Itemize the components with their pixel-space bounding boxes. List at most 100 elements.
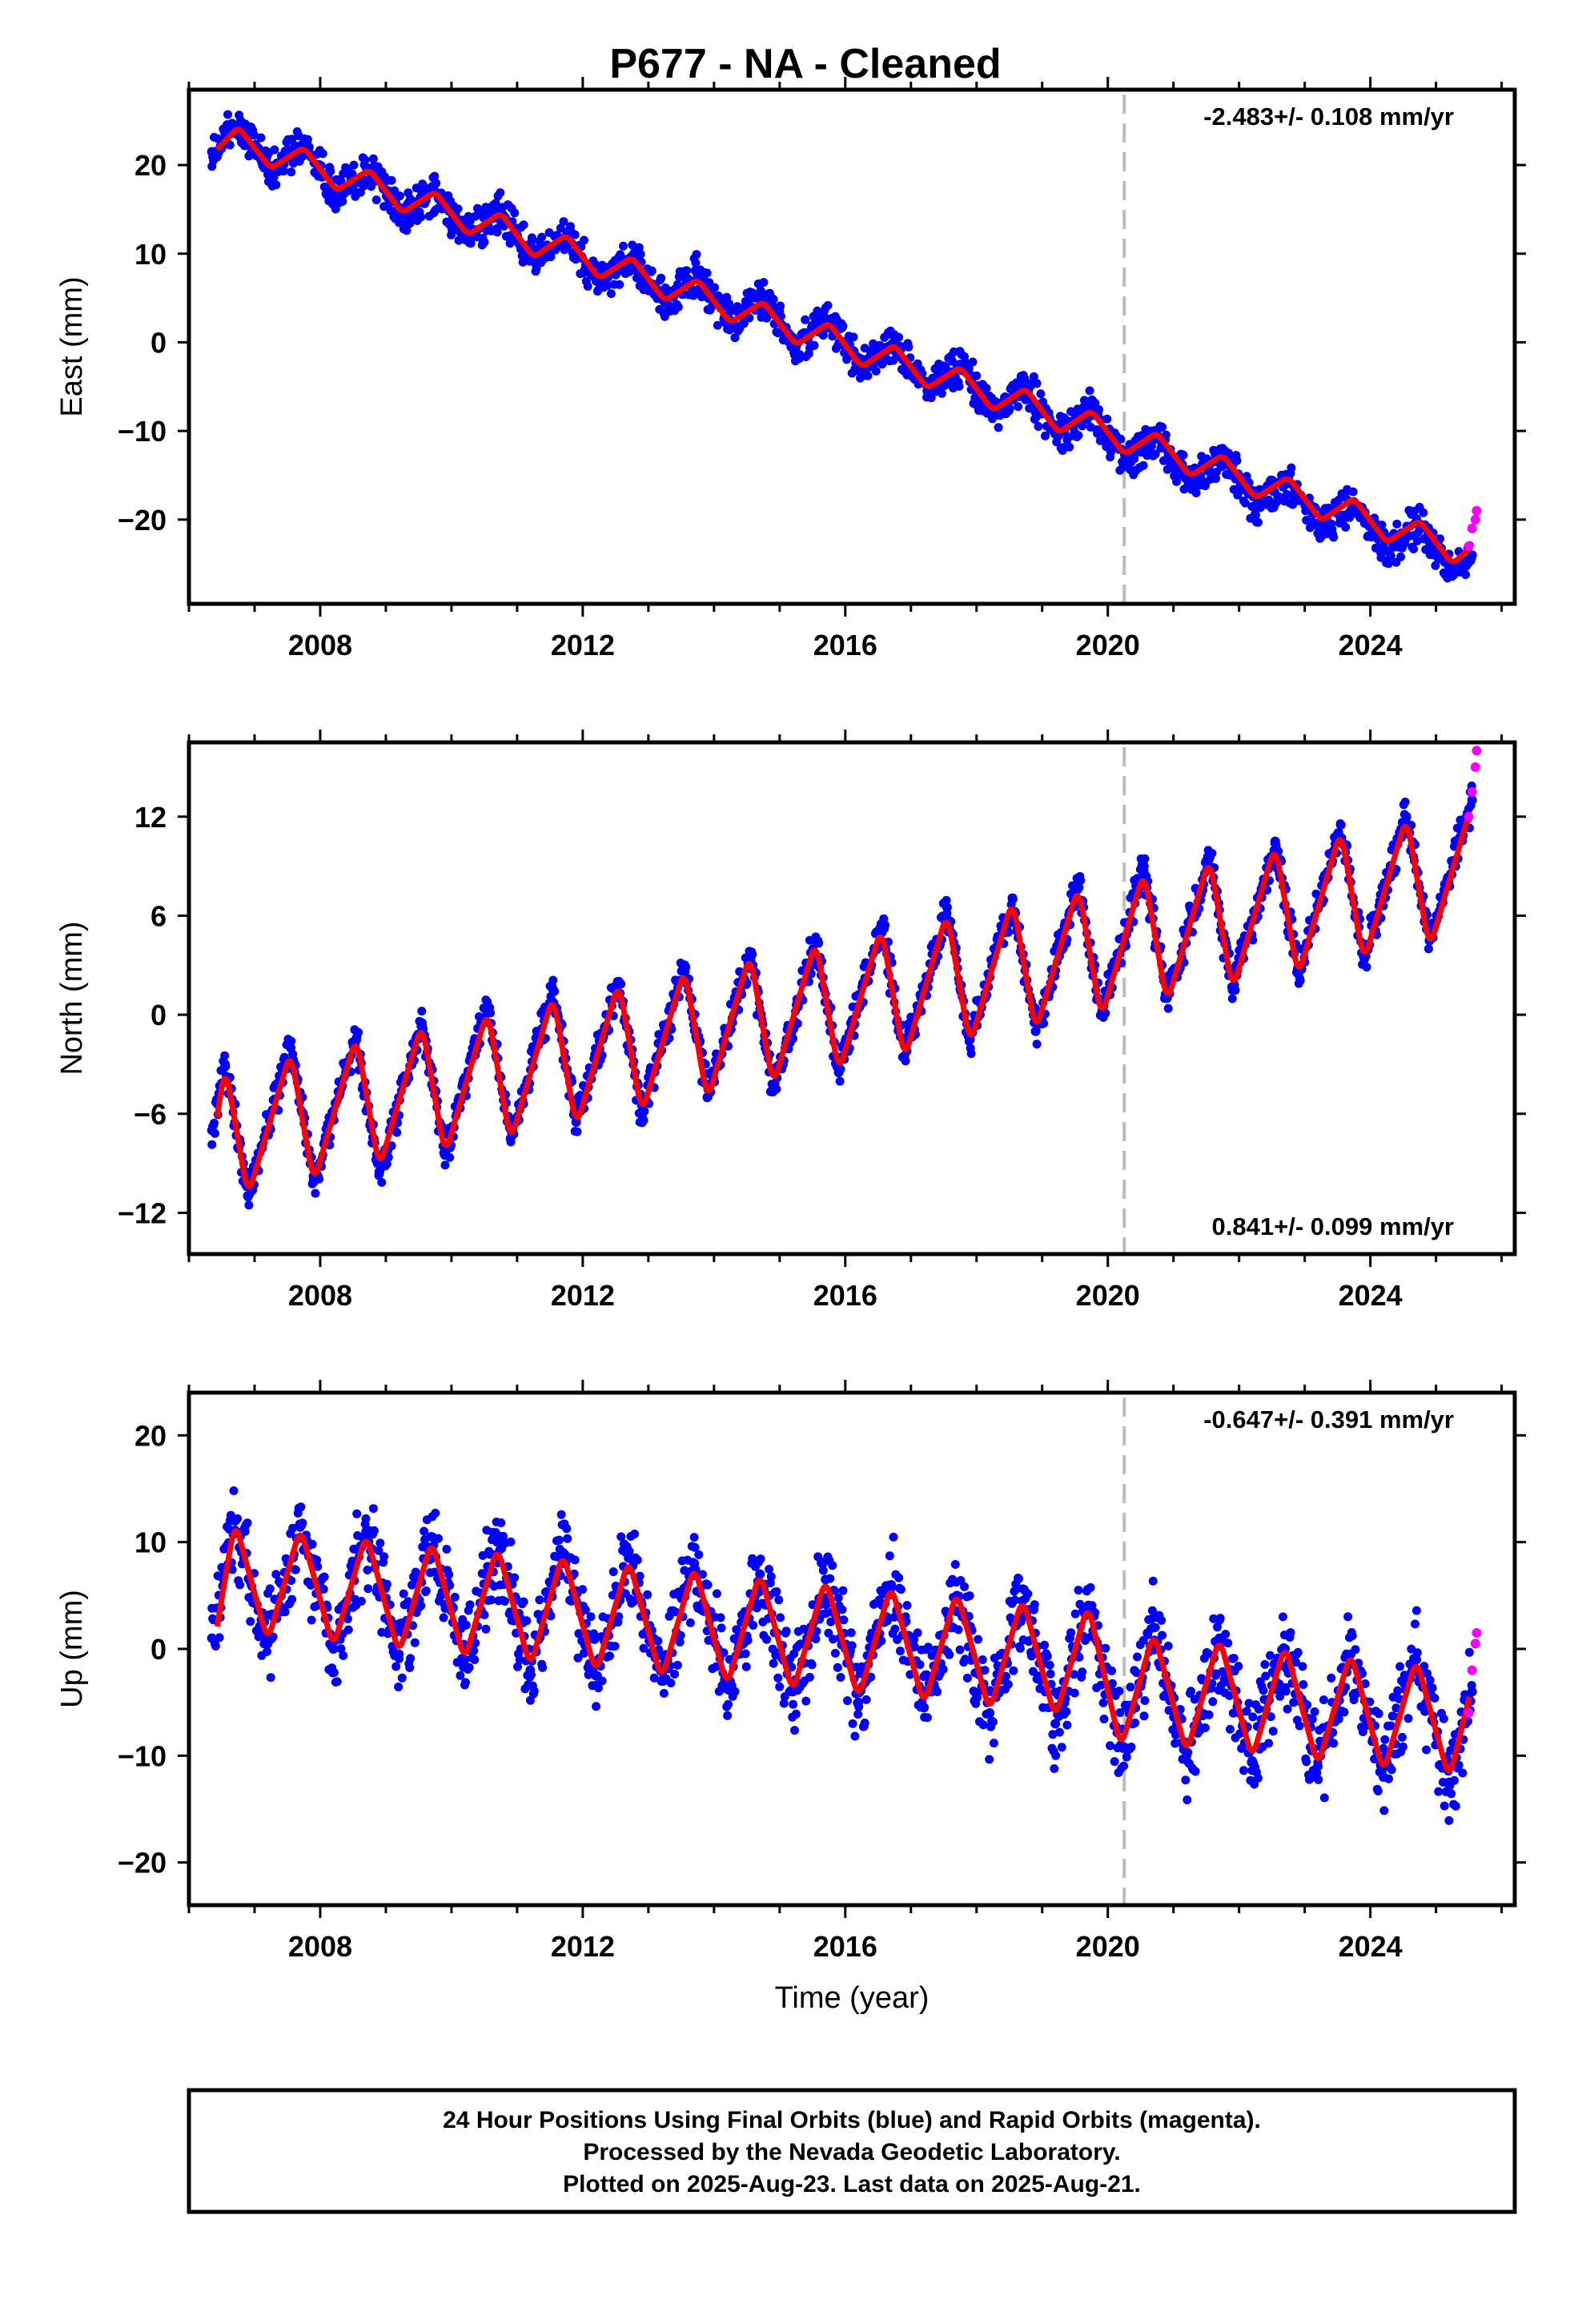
up-daily-point [1046, 1669, 1055, 1679]
north-daily-point [1032, 1039, 1042, 1049]
north-final-orbit-point [308, 1175, 319, 1185]
east-daily-point [1014, 402, 1023, 412]
north-daily-point [1295, 976, 1305, 986]
east-x-tick-label: 2016 [813, 629, 877, 661]
north-daily-point [1423, 944, 1433, 954]
up-daily-point [421, 1586, 431, 1595]
north-final-orbit-point [440, 1150, 450, 1160]
north-x-tick-label: 2024 [1339, 1279, 1403, 1312]
up-daily-point [836, 1673, 845, 1682]
up-daily-point [1009, 1666, 1018, 1675]
up-daily-point [1140, 1696, 1150, 1705]
north-x-tick-label: 2012 [551, 1279, 615, 1312]
up-daily-point [1239, 1766, 1248, 1775]
up-daily-point [703, 1580, 713, 1590]
up-daily-point [1086, 1582, 1095, 1592]
north-final-orbit-point [1227, 985, 1238, 995]
east-daily-point [1116, 434, 1126, 444]
north-final-orbit-point [1030, 1026, 1041, 1036]
up-daily-point [529, 1687, 539, 1696]
east-daily-point [1211, 474, 1221, 484]
up-daily-point [573, 1653, 583, 1663]
east-daily-point [580, 235, 588, 245]
up-daily-point [659, 1689, 669, 1698]
east-daily-point [368, 154, 378, 163]
up-daily-point [480, 1610, 489, 1619]
up-daily-point [1015, 1643, 1025, 1653]
east-daily-point [480, 237, 489, 247]
east-final-orbit-point [1251, 501, 1261, 512]
east-daily-point [1377, 521, 1387, 530]
east-final-orbit-point [1316, 523, 1327, 533]
east-daily-point [1409, 545, 1419, 553]
up-daily-point [989, 1717, 998, 1727]
east-daily-point [1384, 559, 1393, 569]
up-daily-point [1148, 1576, 1158, 1586]
north-daily-point [1163, 1003, 1173, 1013]
east-daily-point [430, 171, 440, 181]
up-daily-point [1122, 1752, 1131, 1762]
east-daily-point [710, 283, 720, 292]
up-daily-point [1048, 1730, 1058, 1739]
up-daily-point [883, 1616, 892, 1626]
east-daily-point [603, 281, 612, 291]
north-daily-point [210, 1118, 219, 1128]
east-daily-point [1078, 421, 1087, 431]
north-x-tick-label: 2020 [1076, 1279, 1140, 1312]
up-daily-point [938, 1665, 948, 1674]
east-y-tick-label: 0 [151, 326, 167, 359]
up-daily-point [586, 1612, 596, 1622]
east-daily-point [1041, 431, 1050, 440]
up-daily-point [1244, 1699, 1254, 1708]
east-plot-content [207, 94, 1482, 604]
up-daily-point [712, 1589, 721, 1598]
north-final-orbit-point [1073, 878, 1083, 888]
up-daily-point [866, 1672, 876, 1682]
up-daily-point [554, 1535, 564, 1545]
up-daily-point [779, 1699, 789, 1708]
up-daily-point [382, 1579, 391, 1589]
east-daily-point [871, 366, 881, 376]
up-daily-point [271, 1570, 281, 1579]
up-daily-point [420, 1526, 429, 1536]
north-final-orbit-point [1270, 836, 1280, 846]
north-x-tick-label: 2008 [288, 1279, 352, 1312]
east-daily-point [326, 167, 335, 176]
east-daily-point [223, 110, 232, 119]
north-rapid-orbit-point [1472, 746, 1482, 756]
east-final-orbit-point [758, 293, 769, 304]
up-daily-point [889, 1612, 899, 1622]
east-daily-point [682, 266, 692, 275]
up-daily-point [1002, 1671, 1010, 1681]
up-daily-point [896, 1585, 905, 1594]
north-daily-point [382, 1159, 391, 1168]
east-daily-point [863, 371, 873, 380]
up-daily-point [1101, 1643, 1110, 1653]
up-daily-point [847, 1641, 857, 1651]
east-daily-point [1158, 422, 1167, 432]
east-daily-point [270, 145, 279, 155]
up-daily-point [1253, 1773, 1263, 1783]
north-rate-label: 0.841+/- 0.099 mm/yr [1212, 1212, 1454, 1240]
up-daily-point [332, 1677, 342, 1687]
east-daily-point [416, 212, 426, 222]
east-daily-point [279, 167, 288, 176]
east-daily-point [1396, 552, 1406, 561]
east-x-tick-label: 2012 [551, 629, 615, 661]
up-daily-point [450, 1592, 460, 1602]
up-daily-point [741, 1662, 751, 1671]
up-daily-point [741, 1649, 750, 1659]
east-daily-point [1032, 379, 1042, 388]
up-daily-point [630, 1530, 640, 1538]
north-daily-point [942, 895, 951, 905]
up-daily-point [989, 1739, 998, 1748]
up-daily-point [653, 1636, 663, 1646]
up-daily-point [923, 1642, 933, 1652]
up-daily-point [461, 1678, 470, 1687]
up-daily-point [496, 1518, 506, 1527]
north-final-orbit-point [810, 935, 821, 946]
up-daily-point [1208, 1697, 1218, 1707]
